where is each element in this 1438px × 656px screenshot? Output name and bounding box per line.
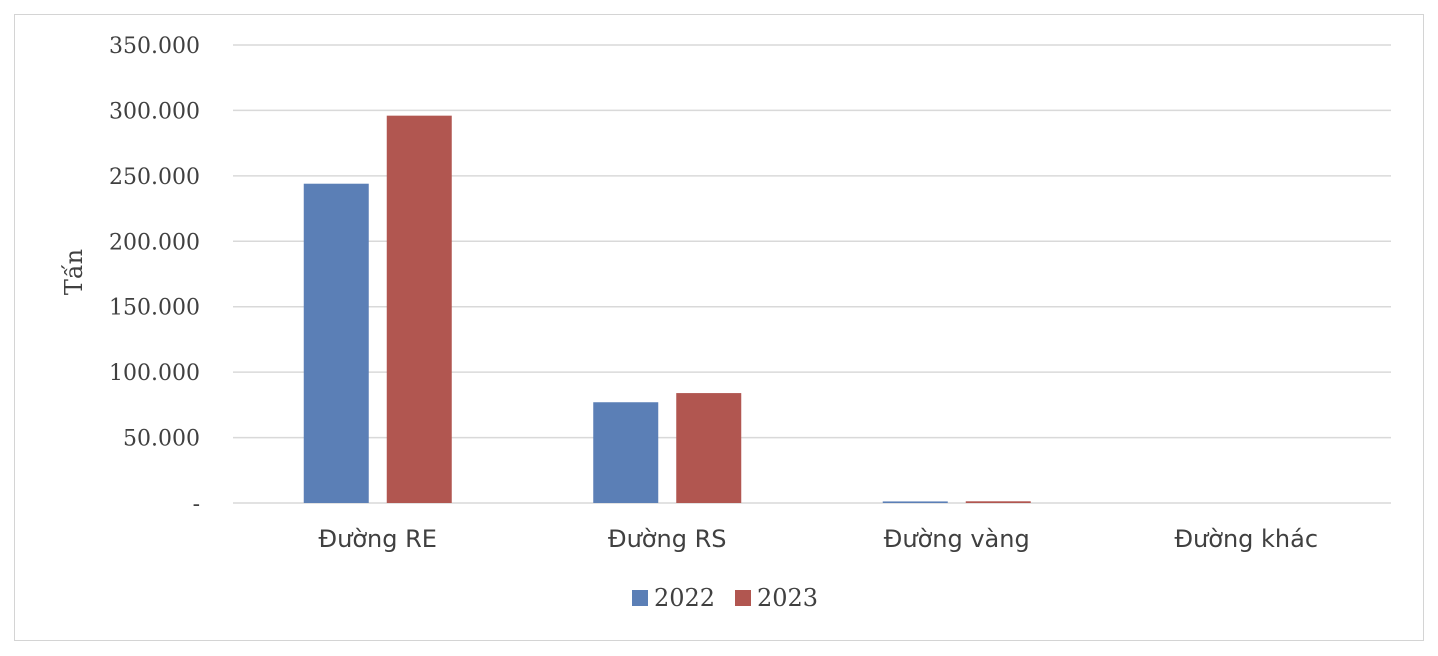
- legend-label: 2023: [757, 584, 818, 612]
- x-category-labels: Đường RE Đường RS Đường vàng Đường khác: [319, 525, 1318, 553]
- y-tick-label: -: [193, 492, 200, 517]
- y-tick-label: 50.000: [123, 427, 200, 452]
- bar-2023-1: [676, 393, 742, 503]
- x-category-label: Đường RE: [319, 525, 437, 553]
- y-tick-label: 350.000: [109, 34, 200, 59]
- y-tick-label: 100.000: [109, 361, 200, 386]
- y-tick-label: 250.000: [109, 165, 200, 190]
- y-axis-label: Tấn: [60, 249, 88, 295]
- bar-2022-2: [882, 501, 948, 503]
- x-category-label: Đường khác: [1174, 525, 1318, 553]
- y-tick-labels: - 50.000 100.000 150.000 200.000 250.000 300.0…: [109, 34, 200, 517]
- x-category-label: Đường vàng: [884, 525, 1030, 553]
- bar-2023-2: [965, 501, 1031, 503]
- y-tick-label: 200.000: [109, 230, 200, 255]
- bar-2022-0: [303, 183, 369, 504]
- y-tick-label: 300.000: [109, 99, 200, 124]
- legend-swatch-2023: [735, 590, 751, 606]
- bars: [303, 115, 1031, 504]
- x-category-label: Đường RS: [608, 525, 726, 553]
- y-tick-label: 150.000: [109, 296, 200, 321]
- legend: 2022 2023: [632, 584, 818, 612]
- legend-swatch-2022: [632, 590, 648, 606]
- legend-label: 2022: [654, 584, 715, 612]
- chart-frame: [14, 14, 1424, 641]
- bar-2023-0: [386, 115, 452, 504]
- bar-2022-1: [593, 402, 659, 503]
